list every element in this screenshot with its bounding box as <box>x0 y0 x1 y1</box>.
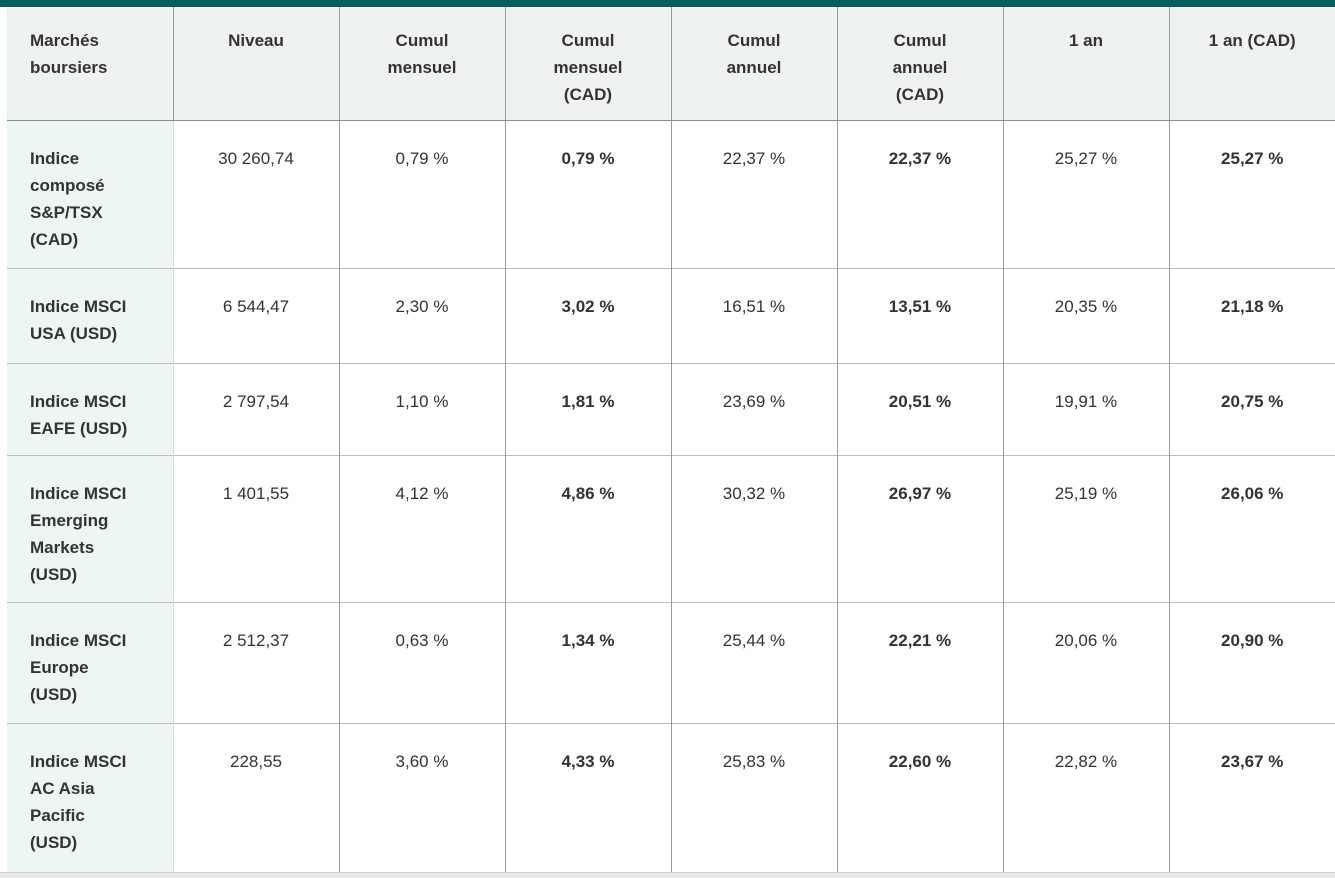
table-cell: 3,60 % <box>338 723 505 872</box>
table-cell: 2 512,37 <box>172 602 339 724</box>
table-cell: 1,81 % <box>504 363 671 456</box>
table-cell: 20,06 % <box>1002 602 1169 724</box>
table-cell: 19,91 % <box>1002 363 1169 456</box>
top-accent-bar <box>0 0 1335 7</box>
bottom-border-bar <box>0 871 1335 878</box>
table-cell: 30,32 % <box>670 455 837 603</box>
table-cell: 228,55 <box>172 723 339 872</box>
header-cell-5: Cumul annuel (CAD) <box>836 7 1003 121</box>
table-cell: 23,69 % <box>670 363 837 456</box>
table-header-row: Marchés boursiers Niveau Cumul mensuel Cumu… <box>7 7 1335 121</box>
header-cell-6: 1 an <box>1002 7 1169 121</box>
table-cell: 2 797,54 <box>172 363 339 456</box>
row-label-cell: Indice MSCI Emerging Markets (USD) <box>7 455 173 603</box>
table-cell: 22,60 % <box>836 723 1003 872</box>
table-cell: 20,75 % <box>1168 363 1335 456</box>
header-cell-1: Niveau <box>172 7 339 121</box>
header-cell-2: Cumul mensuel <box>338 7 505 121</box>
table-cell: 13,51 % <box>836 268 1003 364</box>
header-cell-4: Cumul annuel <box>670 7 837 121</box>
table-cell: 20,90 % <box>1168 602 1335 724</box>
table-row: Indice MSCI Emerging Markets (USD) 1 401,… <box>7 455 1335 603</box>
table-cell: 3,02 % <box>504 268 671 364</box>
table-row: Indice composé S&P/TSX (CAD) 30 260,74 0,7… <box>7 120 1335 269</box>
table-cell: 25,27 % <box>1002 120 1169 269</box>
header-cell-7: 1 an (CAD) <box>1168 7 1335 121</box>
table-cell: 16,51 % <box>670 268 837 364</box>
table-cell: 1,10 % <box>338 363 505 456</box>
table-row: Indice MSCI EAFE (USD) 2 797,54 1,10 % 1,81… <box>7 363 1335 456</box>
table-cell: 4,33 % <box>504 723 671 872</box>
table-cell: 30 260,74 <box>172 120 339 269</box>
table-cell: 6 544,47 <box>172 268 339 364</box>
table-cell: 0,79 % <box>338 120 505 269</box>
table-row: Indice MSCI Europe (USD) 2 512,37 0,63 % 1,… <box>7 602 1335 724</box>
table-row: Indice MSCI AC Asia Pacific (USD) 228,55 3… <box>7 723 1335 872</box>
table-cell: 1 401,55 <box>172 455 339 603</box>
row-label-cell: Indice MSCI EAFE (USD) <box>7 363 173 456</box>
table-cell: 25,83 % <box>670 723 837 872</box>
table-cell: 4,86 % <box>504 455 671 603</box>
table-cell: 1,34 % <box>504 602 671 724</box>
table-row: Indice MSCI USA (USD) 6 544,47 2,30 % 3,02 … <box>7 268 1335 364</box>
table-header: Marchés boursiers Niveau Cumul mensuel Cumu… <box>7 7 1335 121</box>
table-cell: 25,44 % <box>670 602 837 724</box>
table-cell: 20,35 % <box>1002 268 1169 364</box>
row-label-cell: Indice MSCI Europe (USD) <box>7 602 173 724</box>
table-cell: 23,67 % <box>1168 723 1335 872</box>
table-cell: 26,97 % <box>836 455 1003 603</box>
table-cell: 25,27 % <box>1168 120 1335 269</box>
header-cell-0: Marchés boursiers <box>7 7 173 121</box>
table-cell: 0,63 % <box>338 602 505 724</box>
table-cell: 22,37 % <box>836 120 1003 269</box>
table-cell: 21,18 % <box>1168 268 1335 364</box>
table-cell: 2,30 % <box>338 268 505 364</box>
row-label-cell: Indice MSCI USA (USD) <box>7 268 173 364</box>
table-cell: 0,79 % <box>504 120 671 269</box>
market-indices-table: Marchés boursiers Niveau Cumul mensuel Cumu… <box>7 7 1335 872</box>
header-cell-3: Cumul mensuel (CAD) <box>504 7 671 121</box>
table-cell: 22,21 % <box>836 602 1003 724</box>
table-cell: 25,19 % <box>1002 455 1169 603</box>
row-label-cell: Indice composé S&P/TSX (CAD) <box>7 120 173 269</box>
table-cell: 4,12 % <box>338 455 505 603</box>
row-label-cell: Indice MSCI AC Asia Pacific (USD) <box>7 723 173 872</box>
table-cell: 20,51 % <box>836 363 1003 456</box>
table-body: Indice composé S&P/TSX (CAD) 30 260,74 0,7… <box>7 120 1335 872</box>
table-cell: 22,82 % <box>1002 723 1169 872</box>
market-table-wrapper: Marchés boursiers Niveau Cumul mensuel Cumu… <box>0 7 1335 872</box>
table-cell: 26,06 % <box>1168 455 1335 603</box>
table-cell: 22,37 % <box>670 120 837 269</box>
